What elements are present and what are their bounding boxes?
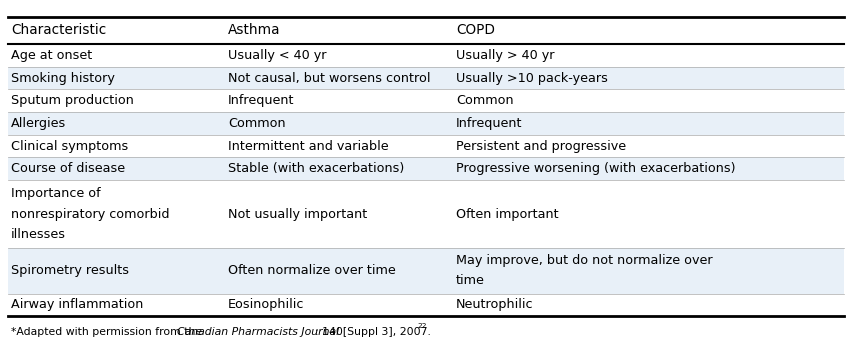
Text: Stable (with exacerbations): Stable (with exacerbations) bbox=[228, 162, 404, 175]
Bar bbox=[8, 67, 844, 89]
Bar bbox=[8, 112, 844, 135]
Text: Characteristic: Characteristic bbox=[11, 23, 106, 37]
Text: *Adapted with permission from the: *Adapted with permission from the bbox=[11, 327, 206, 337]
Text: Often normalize over time: Often normalize over time bbox=[228, 264, 395, 278]
Text: May improve, but do not normalize over: May improve, but do not normalize over bbox=[456, 255, 712, 267]
Text: Common: Common bbox=[228, 117, 286, 130]
Text: Allergies: Allergies bbox=[11, 117, 66, 130]
Text: Neutrophilic: Neutrophilic bbox=[456, 298, 533, 311]
Text: illnesses: illnesses bbox=[11, 228, 66, 241]
Text: Canadian Pharmacists Journal: Canadian Pharmacists Journal bbox=[178, 327, 339, 337]
Text: Smoking history: Smoking history bbox=[11, 71, 115, 84]
Text: Clinical symptoms: Clinical symptoms bbox=[11, 140, 128, 153]
Text: nonrespiratory comorbid: nonrespiratory comorbid bbox=[11, 208, 169, 221]
Text: Asthma: Asthma bbox=[228, 23, 280, 37]
Text: Progressive worsening (with exacerbations): Progressive worsening (with exacerbation… bbox=[456, 162, 735, 175]
Text: Often important: Often important bbox=[456, 208, 558, 221]
Text: Usually < 40 yr: Usually < 40 yr bbox=[228, 49, 326, 62]
Text: Usually > 40 yr: Usually > 40 yr bbox=[456, 49, 554, 62]
Text: Not usually important: Not usually important bbox=[228, 208, 367, 221]
Text: Eosinophilic: Eosinophilic bbox=[228, 298, 304, 311]
Text: COPD: COPD bbox=[456, 23, 495, 37]
Text: Spirometry results: Spirometry results bbox=[11, 264, 129, 278]
Text: Infrequent: Infrequent bbox=[228, 94, 294, 107]
Text: time: time bbox=[456, 274, 484, 287]
Text: Infrequent: Infrequent bbox=[456, 117, 522, 130]
Text: Age at onset: Age at onset bbox=[11, 49, 93, 62]
Text: Persistent and progressive: Persistent and progressive bbox=[456, 140, 626, 153]
Text: Common: Common bbox=[456, 94, 513, 107]
Text: Not causal, but worsens control: Not causal, but worsens control bbox=[228, 71, 430, 84]
Text: Sputum production: Sputum production bbox=[11, 94, 134, 107]
Text: Intermittent and variable: Intermittent and variable bbox=[228, 140, 388, 153]
Text: Importance of: Importance of bbox=[11, 187, 100, 200]
Bar bbox=[8, 248, 844, 294]
Text: : 140[Suppl 3], 2007.: : 140[Suppl 3], 2007. bbox=[314, 327, 430, 337]
Text: 22: 22 bbox=[417, 323, 427, 328]
Text: Course of disease: Course of disease bbox=[11, 162, 125, 175]
Text: Airway inflammation: Airway inflammation bbox=[11, 298, 144, 311]
Bar bbox=[8, 157, 844, 180]
Text: Usually >10 pack-years: Usually >10 pack-years bbox=[456, 71, 608, 84]
